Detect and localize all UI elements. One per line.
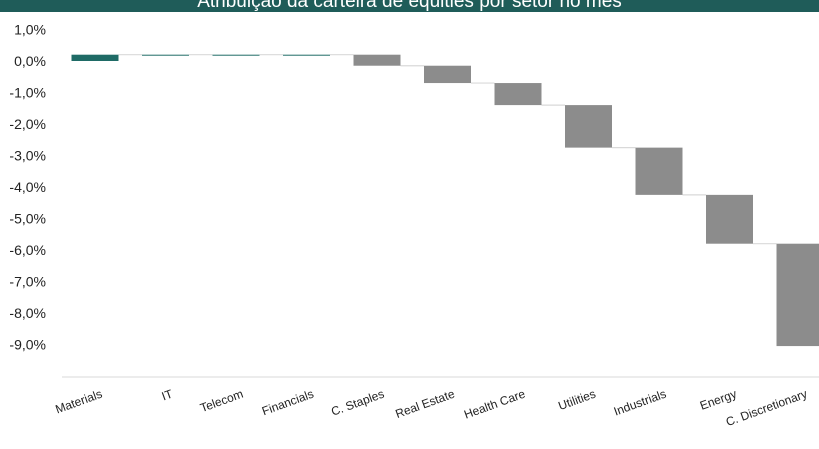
y-tick-label: -8,0% [9,305,46,321]
y-tick-label: -6,0% [9,242,46,258]
x-category-label: Financials [260,387,316,419]
x-category-label: C. Staples [329,387,386,419]
waterfall-bar [776,243,819,347]
x-category-label: Real Estate [393,387,456,421]
chart-title: Atribuição da carteira de equities por s… [197,0,622,12]
waterfall-bar [424,65,471,84]
x-category-label: Energy [698,387,739,413]
y-tick-label: -3,0% [9,148,46,164]
waterfall-bar [706,194,753,244]
y-tick-label: -4,0% [9,179,46,195]
waterfall-bar [71,54,119,61]
x-category-label: Utilities [556,387,597,413]
waterfall-bar [142,54,189,56]
y-tick-label: -5,0% [9,211,46,227]
waterfall-bar [635,147,683,195]
waterfall-bar [494,83,542,106]
waterfall-bar [283,54,330,56]
waterfall-bar [212,54,260,56]
x-category-label: Materials [53,387,104,417]
x-category-label: Industrials [612,387,668,419]
x-category-label: Health Care [462,387,527,422]
y-tick-label: 0,0% [14,53,46,69]
x-category-label: Telecom [198,387,245,415]
waterfall-bar [565,105,612,148]
x-category-label: IT [160,386,175,403]
y-tick-label: -7,0% [9,274,46,290]
waterfall-bar [353,54,401,66]
x-category-label: C. Discretionary [724,387,809,429]
y-tick-label: -9,0% [9,337,46,353]
y-tick-label: -1,0% [9,85,46,101]
y-tick-label: -2,0% [9,116,46,132]
title-bar: Atribuição da carteira de equities por s… [0,0,819,12]
y-tick-label: 1,0% [14,22,46,38]
